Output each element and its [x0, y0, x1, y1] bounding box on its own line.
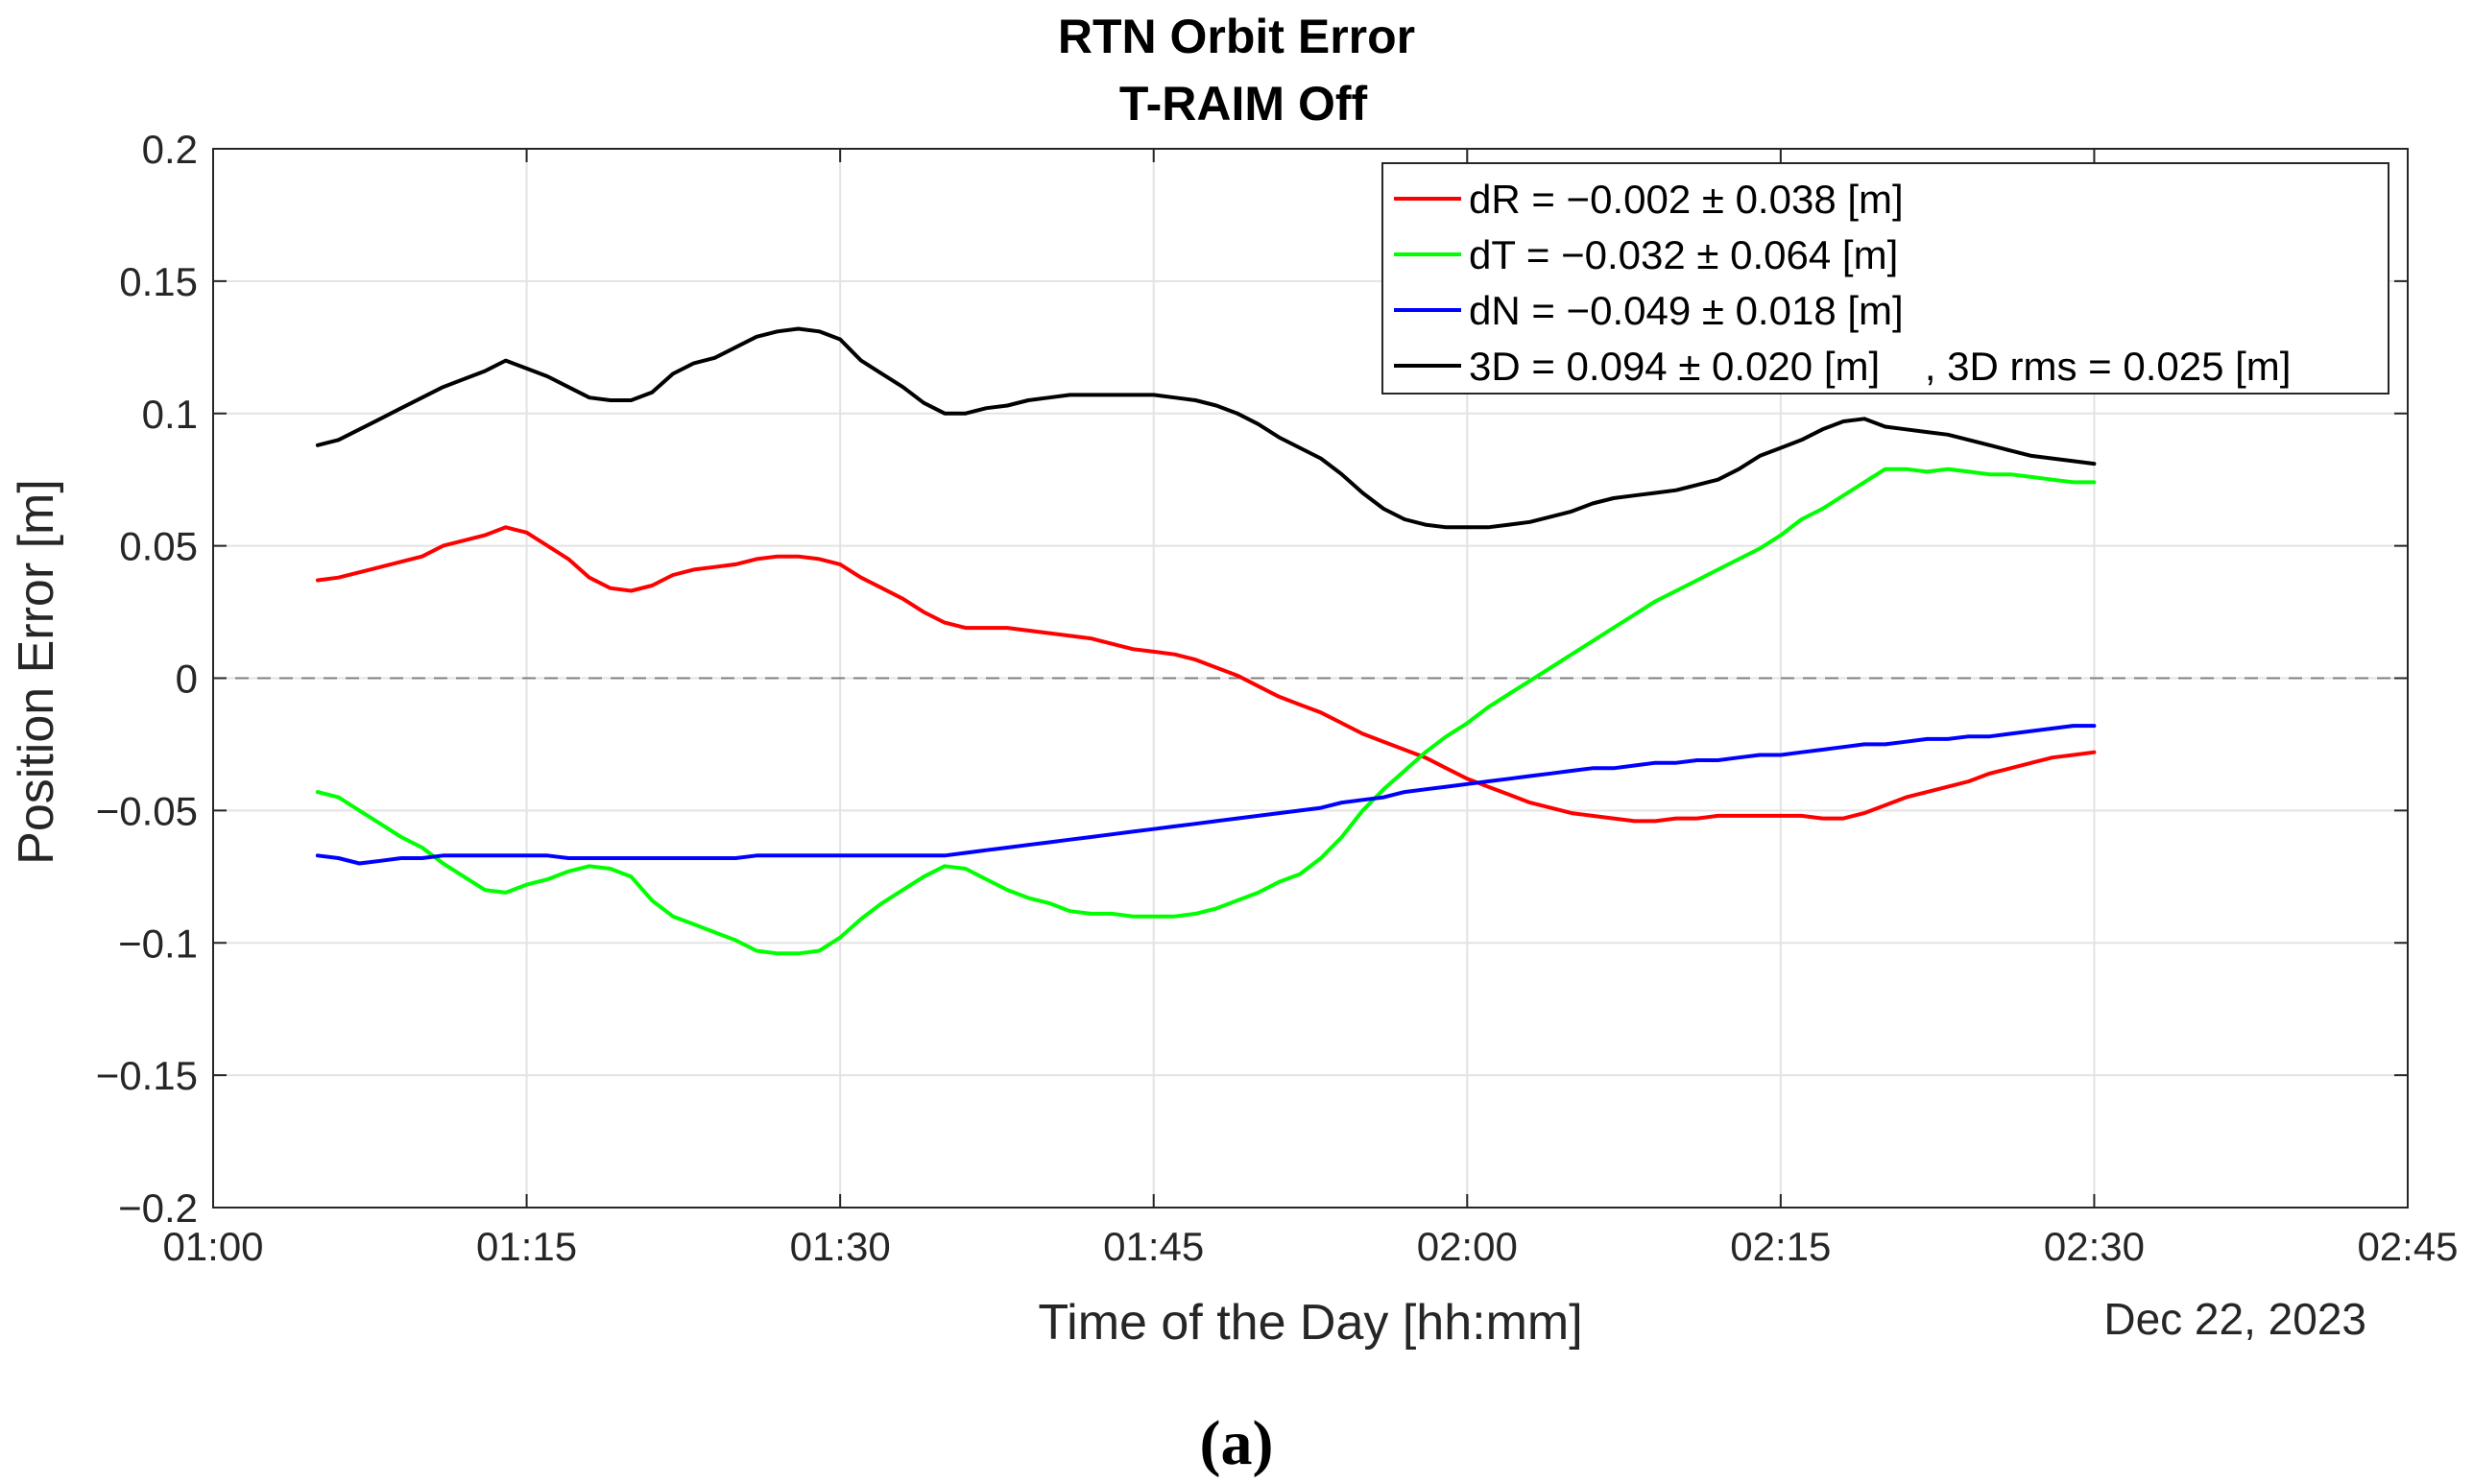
x-tick-label: 01:45 [1103, 1224, 1204, 1269]
y-tick-label: 0 [176, 657, 198, 702]
legend-box [1381, 162, 2389, 395]
series-line [315, 467, 2097, 956]
y-tick-label: 0.1 [142, 392, 198, 437]
y-axis-label: Position Error [m] [9, 479, 64, 865]
legend-label: dR = −0.002 ± 0.038 [m] [1469, 177, 1904, 222]
y-tick-label: 0.2 [142, 127, 198, 172]
legend-label: 3D = 0.094 ± 0.020 [m] , 3D rms = 0.025 … [1469, 344, 2291, 389]
y-tick-label: −0.2 [118, 1185, 198, 1231]
y-axis-ticks: −0.2 −0.15 −0.1 −0.05 0 0.05 0.1 0.15 0.2 [96, 127, 2408, 1231]
x-axis-label: Time of the Day [hh:mm] [1038, 1295, 1582, 1351]
x-axis-ticks: 01:00 01:15 01:30 01:45 02:00 02:15 02:30 02:45 [162, 149, 2459, 1269]
y-tick-label: −0.05 [96, 788, 198, 833]
x-tick-label: 01:30 [790, 1224, 891, 1269]
legend-label: dT = −0.032 ± 0.064 [m] [1469, 232, 1898, 277]
x-tick-label: 02:45 [2357, 1224, 2458, 1269]
x-tick-label: 01:00 [162, 1224, 263, 1269]
y-tick-label: −0.1 [118, 921, 198, 966]
legend: dR = −0.002 ± 0.038 [m] dT = −0.032 ± 0.0… [1381, 162, 2389, 395]
x-tick-label: 02:00 [1417, 1224, 1518, 1269]
x-tick-label: 01:15 [476, 1224, 577, 1269]
chart-title: RTN Orbit Error [1058, 10, 1415, 63]
x-tick-label: 02:15 [1730, 1224, 1831, 1269]
chart-subtitle: T-RAIM Off [1119, 77, 1368, 131]
legend-label: dN = −0.049 ± 0.018 [m] [1469, 288, 1904, 333]
x-tick-label: 02:30 [2044, 1224, 2145, 1269]
series-layer [315, 326, 2097, 956]
figure-caption: (a) [1200, 1408, 1274, 1478]
y-tick-label: 0.05 [119, 524, 198, 569]
series-line [315, 724, 2097, 866]
series-line [315, 326, 2097, 530]
y-tick-label: 0.15 [119, 259, 198, 304]
y-tick-label: −0.15 [96, 1053, 198, 1098]
date-label: Dec 22, 2023 [2103, 1294, 2366, 1344]
series-line [315, 525, 2097, 824]
